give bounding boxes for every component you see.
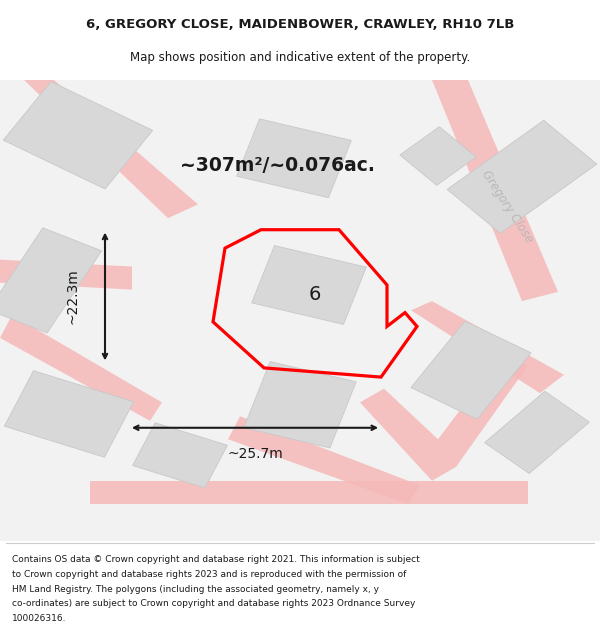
Text: Contains OS data © Crown copyright and database right 2021. This information is : Contains OS data © Crown copyright and d…: [12, 555, 420, 564]
Polygon shape: [90, 481, 528, 504]
Polygon shape: [485, 391, 589, 474]
Polygon shape: [447, 120, 597, 233]
Text: 6, GREGORY CLOSE, MAIDENBOWER, CRAWLEY, RH10 7LB: 6, GREGORY CLOSE, MAIDENBOWER, CRAWLEY, …: [86, 18, 514, 31]
Polygon shape: [0, 315, 162, 421]
Polygon shape: [432, 80, 558, 301]
Polygon shape: [0, 259, 132, 289]
Text: ~307m²/~0.076ac.: ~307m²/~0.076ac.: [180, 156, 375, 175]
Text: ~25.7m: ~25.7m: [227, 448, 283, 461]
Text: to Crown copyright and database rights 2023 and is reproduced with the permissio: to Crown copyright and database rights 2…: [12, 570, 406, 579]
Polygon shape: [0, 228, 101, 333]
Text: co-ordinates) are subject to Crown copyright and database rights 2023 Ordnance S: co-ordinates) are subject to Crown copyr…: [12, 599, 415, 608]
Polygon shape: [3, 82, 153, 189]
Polygon shape: [411, 301, 564, 393]
Text: 100026316.: 100026316.: [12, 614, 67, 623]
Polygon shape: [133, 423, 227, 488]
Polygon shape: [400, 127, 476, 185]
Text: Map shows position and indicative extent of the property.: Map shows position and indicative extent…: [130, 51, 470, 64]
Text: Gregory Close: Gregory Close: [479, 168, 535, 246]
Text: ~22.3m: ~22.3m: [65, 269, 79, 324]
Text: HM Land Registry. The polygons (including the associated geometry, namely x, y: HM Land Registry. The polygons (includin…: [12, 584, 379, 594]
Polygon shape: [236, 119, 352, 198]
Polygon shape: [360, 352, 528, 481]
FancyBboxPatch shape: [0, 80, 600, 541]
Polygon shape: [24, 80, 198, 218]
Polygon shape: [4, 371, 134, 458]
Polygon shape: [244, 362, 356, 448]
Polygon shape: [251, 246, 367, 324]
Polygon shape: [411, 321, 531, 419]
Text: 6: 6: [309, 285, 321, 304]
Polygon shape: [228, 416, 420, 504]
